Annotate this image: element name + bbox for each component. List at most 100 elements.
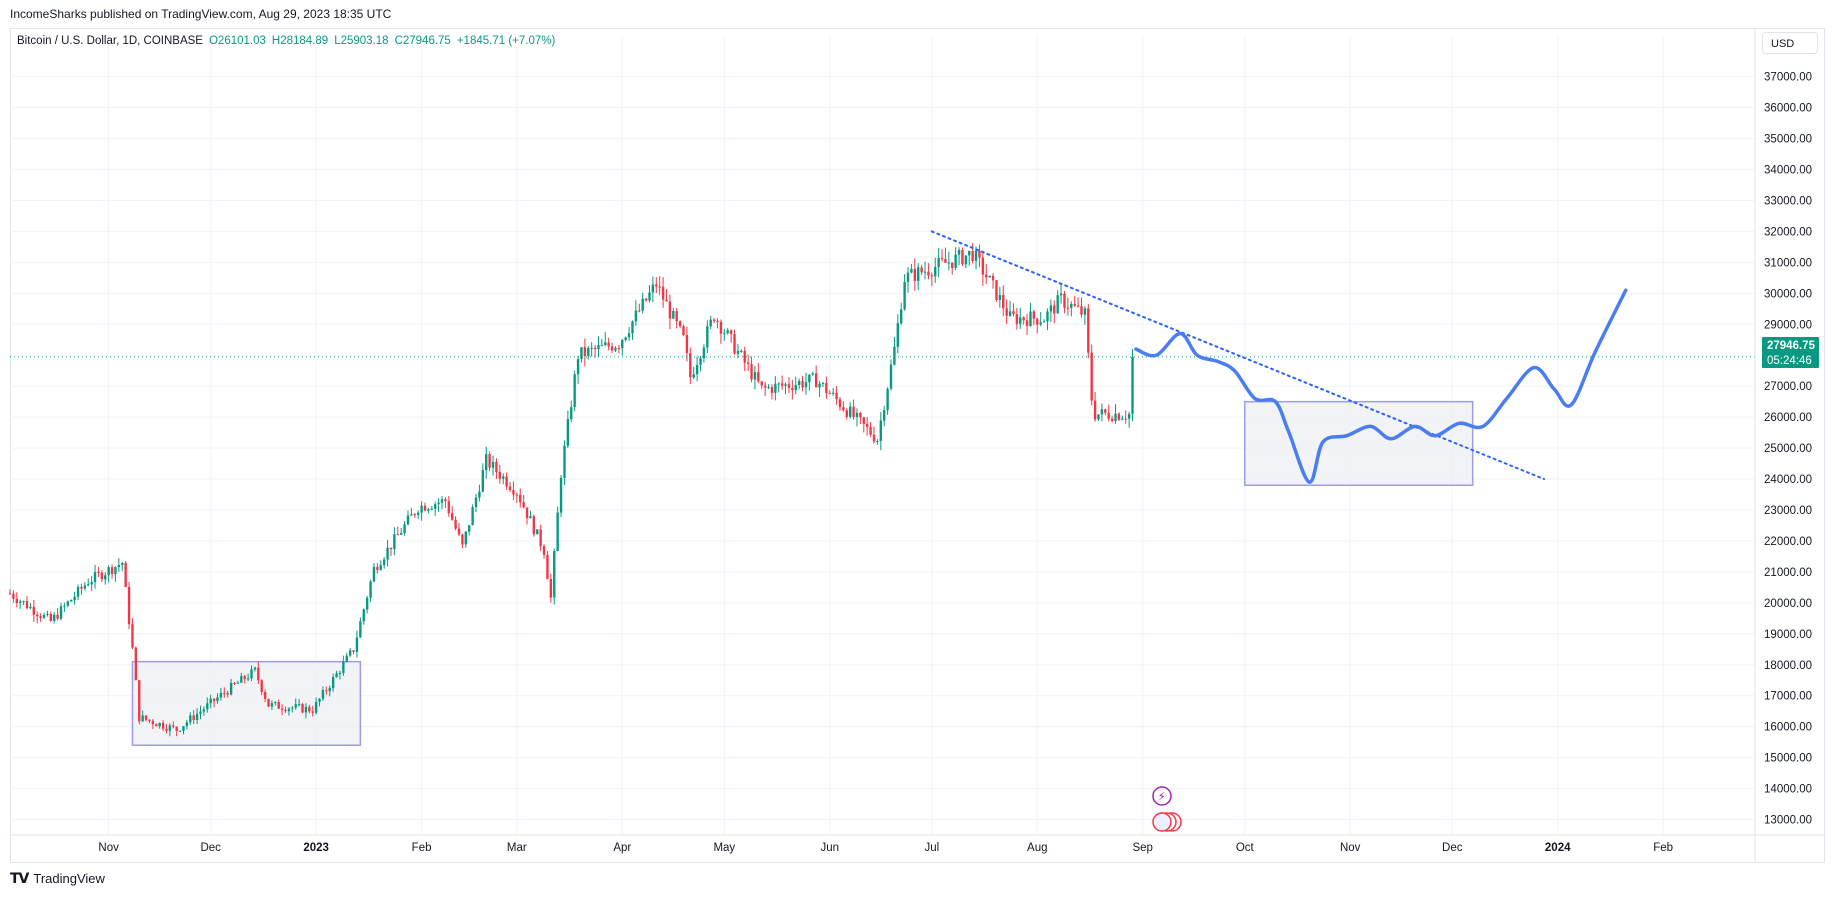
candle-body <box>1083 308 1087 315</box>
candle-body <box>604 342 607 346</box>
candle-body <box>325 690 328 692</box>
candle-body <box>335 673 338 678</box>
candle-body <box>389 547 393 550</box>
candle-body <box>1114 413 1117 422</box>
candle-body <box>621 340 624 349</box>
y-tick-label: 32000.00 <box>1764 226 1812 238</box>
candle-body <box>866 423 869 427</box>
us-flag-event-icon[interactable] <box>1152 812 1172 832</box>
candle-body <box>420 505 423 513</box>
candle-body <box>1015 314 1019 324</box>
candle-body <box>872 434 876 442</box>
candle-body <box>750 364 753 380</box>
y-tick-label: 21000.00 <box>1764 567 1812 579</box>
candle-body <box>685 334 689 353</box>
candle-body <box>304 706 308 713</box>
candle-body <box>165 728 168 731</box>
candle-body <box>968 250 971 256</box>
candle-body <box>583 347 587 357</box>
tradingview-logo-icon: 𝗧𝗩 <box>10 870 29 886</box>
candle-body <box>1100 409 1104 415</box>
range-box[interactable] <box>1244 400 1474 486</box>
candle-body <box>29 606 32 609</box>
candle-body <box>267 698 270 707</box>
candle-body <box>706 326 709 348</box>
candle-body <box>998 295 1002 300</box>
candle-body <box>199 711 202 714</box>
candle-body <box>733 334 736 354</box>
lightning-glyph: ⚡ <box>1158 790 1166 804</box>
descending-trendline[interactable] <box>930 230 1546 481</box>
candle-body <box>471 507 474 526</box>
candle-body <box>821 382 825 384</box>
candle-body <box>284 709 287 712</box>
x-tick-label: 2024 <box>1545 842 1571 854</box>
candle-body <box>930 275 934 277</box>
projection-path[interactable] <box>1134 288 1628 484</box>
candle-body <box>648 292 651 301</box>
candle-body <box>485 454 488 471</box>
candle-body <box>556 512 559 552</box>
range-box[interactable] <box>131 660 362 746</box>
candlestick-series <box>8 243 1134 737</box>
tradingview-brand[interactable]: 𝗧𝗩 TradingView <box>10 870 105 887</box>
candle-body <box>784 384 787 386</box>
candle-body <box>56 614 59 619</box>
candle-body <box>229 683 233 695</box>
grid <box>10 35 1755 835</box>
candle-body <box>1076 305 1080 307</box>
candle-body <box>212 698 216 702</box>
candle-body <box>709 319 712 327</box>
event-icons[interactable]: ⚡ <box>1152 786 1182 832</box>
candle-body <box>760 381 763 386</box>
candle-body <box>631 321 634 334</box>
candle-body <box>927 271 930 276</box>
candle-body <box>233 683 236 685</box>
candle-body <box>1008 311 1012 316</box>
candle-body <box>661 286 665 300</box>
candle-body <box>726 330 729 334</box>
candle-body <box>209 698 212 704</box>
symbol-legend: Bitcoin / U.S. Dollar, 1D, COINBASE O261… <box>17 35 556 47</box>
candle-body <box>382 559 386 566</box>
candle-body <box>842 407 845 411</box>
candle-body <box>423 505 427 511</box>
lightning-event-icon[interactable] <box>1152 786 1172 806</box>
candle-body <box>260 680 263 692</box>
candle-body <box>294 704 297 708</box>
candle-body <box>689 352 692 378</box>
candle-body <box>481 470 485 492</box>
candle-body <box>46 613 49 615</box>
currency-button[interactable]: USD <box>1762 32 1818 54</box>
candle-body <box>355 637 359 652</box>
symbol-name[interactable]: Bitcoin / U.S. Dollar, 1D, COINBASE <box>17 35 203 47</box>
candle-body <box>947 262 951 264</box>
legend-open: O26101.03 <box>208 35 266 47</box>
candle-body <box>175 726 178 732</box>
candle-body <box>141 715 144 722</box>
candle-body <box>318 698 321 702</box>
y-tick-label: 22000.00 <box>1764 536 1812 548</box>
candle-body <box>539 529 542 547</box>
candle-body <box>1080 306 1083 315</box>
x-tick-label: Oct <box>1236 842 1255 854</box>
candle-body <box>172 725 175 727</box>
candle-body <box>257 667 260 681</box>
candle-body <box>454 519 457 529</box>
candle-body <box>536 529 539 535</box>
candle-body <box>107 567 110 576</box>
y-tick-label: 34000.00 <box>1764 165 1812 177</box>
candle-body <box>634 310 638 322</box>
candle-body <box>243 676 246 680</box>
candle-body <box>651 284 655 293</box>
candle-body <box>617 347 621 349</box>
candle-body <box>852 406 855 418</box>
candle-body <box>961 250 964 265</box>
candle-body <box>1131 356 1134 414</box>
range-boxes <box>131 400 1474 746</box>
y-tick-label: 35000.00 <box>1764 134 1812 146</box>
candle-body <box>291 707 294 709</box>
candle-body <box>301 704 304 713</box>
candle-body <box>127 587 131 625</box>
